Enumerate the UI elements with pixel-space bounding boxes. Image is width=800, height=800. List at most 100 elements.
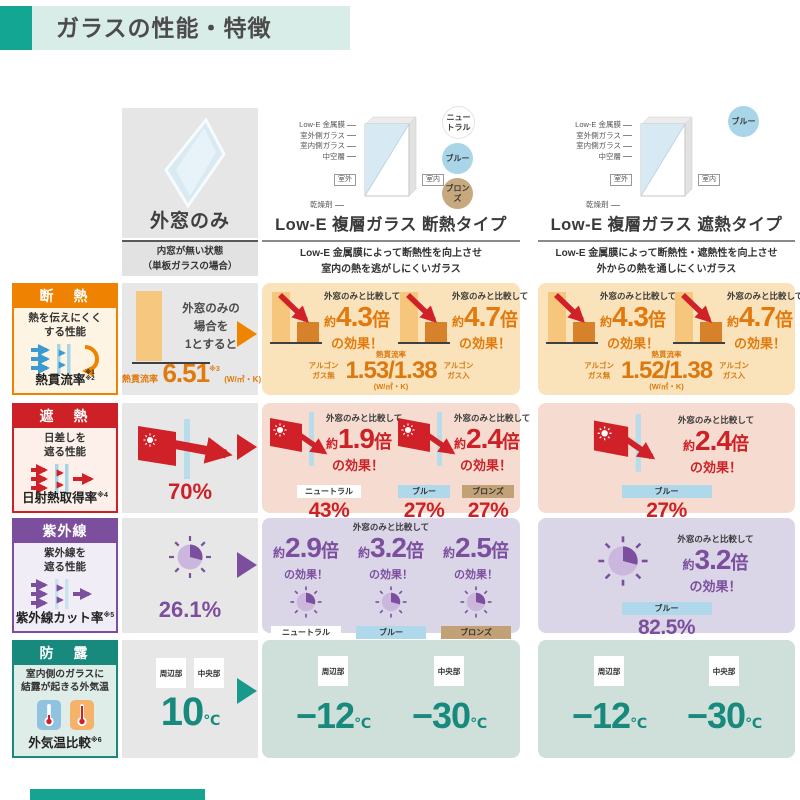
label-outer-glass: 室外側ガラス — [576, 130, 621, 140]
color-badge-blue: ブルー — [398, 485, 450, 498]
transition-arrow-insulation — [237, 321, 257, 347]
double-glass-diagram — [640, 116, 693, 197]
label-lowe-film: Low-E 金属膜 — [299, 120, 345, 129]
metric-uv-cut: 紫外線カット率※5 — [15, 611, 115, 625]
pointer-line — [347, 124, 356, 126]
dannetsu-desc-line1: Low-E 金属膜によって断熱性を向上させ — [300, 248, 482, 259]
page-title: ガラスの性能・特徴 — [56, 15, 272, 41]
outer-shading-value: 70% — [167, 479, 213, 504]
page-title-bar: ガラスの性能・特徴 — [32, 6, 350, 50]
label-outer-glass: 室外側ガラス — [300, 130, 345, 140]
cell-shading-dannetsu: 外窓のみと比較して 約1.9倍 の効果！ ニュートラル 43% 外窓のみと比較し… — [262, 403, 531, 522]
label-inner-glass: 室内側ガラス — [300, 141, 345, 150]
column-title-dannetsu: Low-E 複層ガラス 断熱タイプ — [275, 216, 507, 234]
uv-sun-pie-icon — [459, 585, 493, 619]
cell-shading-outer: 70% — [122, 403, 258, 513]
effect-block: 外窓のみと比較して 約2.4倍 の効果！ — [454, 413, 531, 473]
badge-center: 中央部 — [434, 656, 464, 686]
pointer-line — [623, 135, 632, 137]
bar-arrow-chart — [546, 290, 602, 348]
label-inside: 室内 — [698, 174, 720, 186]
argon-in-label: アルゴン ガス入 — [719, 361, 749, 380]
title-accent-square — [0, 6, 32, 50]
cell-condensation-dannetsu: 周辺部 −12℃ 中央部 −30℃ — [262, 640, 520, 758]
color-badge-blue: ブルー — [356, 626, 426, 639]
effect-block: 外窓のみと比較して 約4.7倍 の効果！ — [727, 291, 800, 351]
row-insulation-title: 断 熱 — [14, 285, 116, 308]
legend-circle-blue: ブルー — [728, 106, 759, 137]
shanetsu-desc-line1: Low-E 金属膜によって断熱性・遮熱性を向上させ — [555, 248, 778, 259]
transition-arrow-condensation — [237, 678, 257, 704]
metric-outdoor-temp: 外気温比較※6 — [28, 736, 102, 750]
pointer-line — [347, 145, 356, 147]
badge-center: 中央部 — [194, 658, 224, 688]
pointer-line — [623, 124, 632, 126]
effect-block: 外窓のみと比較して 約3.2倍 の効果！ — [677, 534, 754, 594]
result-bronze: ブロンズ 27% — [458, 481, 518, 522]
argon-in-label: アルゴン ガス入 — [443, 361, 474, 380]
result-neutral: ニュートラル 43% — [268, 481, 390, 522]
label-air-layer: 中空層 — [322, 151, 346, 161]
pointer-line — [610, 204, 620, 206]
label-inner-glass: 室内側ガラス — [576, 141, 621, 150]
result-blue: ブルー 27% — [394, 481, 454, 522]
thermometer-cold-icon — [36, 700, 61, 731]
row-uv-desc: 紫外線を 遮る性能 — [44, 547, 86, 573]
dannetsu-desc-line2: 室内の熱を逃がしにくいガラス — [321, 263, 461, 275]
effect-block: 外窓のみと比較して 約4.3倍 の効果！ — [600, 291, 677, 351]
temp-group-perimeter: 周辺部 −12℃ — [554, 656, 664, 741]
row-shading-sidebar: 遮 熱 日差しを 遮る性能 日射熱取得率※4 — [12, 403, 118, 513]
label-lowe-film: Low-E 金属膜 — [575, 120, 621, 129]
uv-sun-pie-icon — [374, 585, 408, 619]
position-badges: 周辺部 中央部 — [122, 658, 258, 688]
cell-uv-outer: 26.1% — [122, 518, 258, 633]
column-subtitle-outer: 内窓が無い状態 （単板ガラスの場合） — [122, 240, 258, 276]
effect-block: 外窓のみと比較して 約4.7倍 の効果！ — [452, 291, 529, 351]
pointer-line — [334, 204, 344, 206]
temp-value: −12℃ — [295, 695, 371, 736]
footer-accent-bar — [30, 789, 205, 800]
row-shading-title: 遮 熱 — [14, 405, 116, 428]
label-desiccant: 乾燥剤 — [310, 200, 344, 211]
label-air-layer: 中空層 — [598, 151, 622, 161]
pointer-line — [623, 145, 632, 147]
sun-flag-arrow-icon — [268, 411, 332, 469]
legend-circle-bronze: ブロンズ — [442, 178, 473, 209]
metric-solar-heat-gain: 日射熱取得率※4 — [22, 491, 108, 505]
legend-circle-blue: ブルー — [442, 143, 473, 174]
result-blue: ブルー 27% — [538, 481, 795, 522]
u-value: 熱貫流率 1.52/1.38 (W/㎡・K) — [620, 350, 713, 391]
row-shading-desc: 日差しを 遮る性能 — [44, 432, 86, 458]
column-desc-dannetsu: Low-E 金属膜によって断熱性を向上させ 室内の熱を逃がしにくいガラス — [262, 240, 520, 276]
result-pct: 43% — [308, 499, 350, 522]
label-desiccant: 乾燥剤 — [586, 200, 620, 211]
row-insulation-sidebar: 断 熱 熱を伝えにくく する性能 熱貫流率 ※1 ※2 — [12, 283, 118, 395]
badge-center: 中央部 — [709, 656, 739, 686]
bar-arrow-chart — [673, 290, 729, 348]
cell-insulation-outer: 外窓のみの 場合を 1とすると 熱貫流率 6.51※3 (W/㎡・K) — [122, 283, 261, 395]
row-uv-title: 紫外線 — [14, 520, 116, 543]
color-legend-shanetsu: ブルー — [728, 106, 759, 137]
metric-heat-transmission: 熱貫流率 ※1 ※2 — [35, 370, 95, 387]
bar-arrow-chart — [270, 290, 326, 348]
color-badge-neutral: ニュートラル — [271, 626, 341, 639]
glass-diagram-labels: Low-E 金属膜 室外側ガラス 室内側ガラス 中空層 — [268, 120, 356, 162]
row-condensation-desc: 室内側のガラスに 結露が起きる外気温 — [21, 669, 109, 693]
thermometer-hot-icon — [69, 700, 94, 731]
color-legend-dannetsu: ニュートラル ブルー ブロンズ — [442, 106, 475, 209]
baseline-bar — [136, 291, 162, 361]
shanetsu-desc-line2: 外からの熱を通しにくいガラス — [596, 263, 737, 275]
temp-value: −30℃ — [411, 695, 487, 736]
column-title-outer: 外窓のみ — [149, 211, 230, 232]
pointer-line — [623, 156, 632, 158]
double-glass-diagram — [364, 116, 417, 197]
uv-arrows-icon — [14, 577, 116, 611]
cell-insulation-shanetsu: 外窓のみと比較して 約4.3倍 の効果！ 外窓のみと比較して 約4.7倍 の効果… — [538, 283, 800, 395]
temp-group-center: 中央部 −30℃ — [394, 656, 504, 741]
outer-subtitle-line1: 内窓が無い状態 — [156, 246, 224, 257]
pointer-line — [347, 156, 356, 158]
column-header-dannetsu: Low-E 金属膜 室外側ガラス 室内側ガラス 中空層 室外 室内 乾燥剤 ニュ… — [262, 106, 520, 238]
temp-group-perimeter: 周辺部 −12℃ — [278, 656, 388, 741]
result-pct: 82.5% — [637, 616, 696, 639]
